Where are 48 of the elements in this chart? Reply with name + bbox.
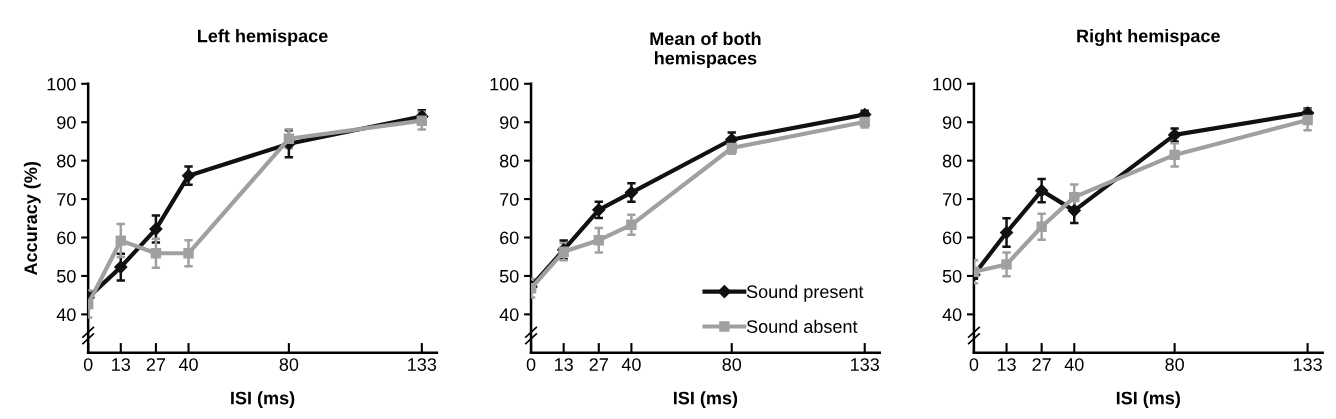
y-tick-label: 80: [499, 154, 519, 168]
y-tick-label: 50: [499, 269, 519, 283]
x-tick-label: 133: [408, 358, 437, 371]
x-tick-label: 133: [851, 358, 879, 371]
y-tick-label: 70: [942, 193, 962, 206]
y-tick-label: 40: [499, 308, 519, 322]
x-tick-label: 80: [1165, 358, 1184, 371]
y-tick-label: 90: [500, 116, 519, 129]
legend-label: Sound absent: [746, 319, 858, 333]
y-tick-label: 40: [56, 308, 76, 322]
y-tick-label: 70: [57, 193, 76, 206]
y-tick-label: 60: [942, 231, 962, 245]
y-tick-label: 100: [490, 77, 519, 91]
y-tick-label: 90: [57, 116, 76, 129]
x-tick-label: 40: [178, 358, 198, 371]
y-axis-title: Accuracy (%): [23, 161, 41, 276]
x-axis-title: ISI (ms): [1116, 391, 1180, 408]
y-tick-label: 60: [57, 231, 76, 245]
x-axis-title: ISI (ms): [674, 391, 738, 408]
x-tick-label: 0: [969, 358, 979, 371]
x-tick-label: 27: [146, 358, 166, 371]
y-tick-label: 50: [57, 269, 76, 283]
y-tick-label: 80: [57, 154, 76, 168]
x-tick-label: 40: [1064, 358, 1084, 371]
x-tick-label: 27: [589, 358, 608, 371]
y-tick-label: 100: [933, 77, 962, 91]
x-tick-label: 0: [526, 358, 536, 371]
x-tick-label: 40: [621, 358, 641, 371]
x-tick-label: 133: [1293, 358, 1322, 371]
y-tick-label: 80: [942, 154, 962, 168]
x-tick-label: 27: [1032, 358, 1051, 371]
x-tick-label: 13: [112, 358, 131, 371]
x-tick-label: 0: [83, 358, 93, 371]
chart-title: Right hemispace: [1077, 29, 1220, 46]
y-tick-label: 90: [942, 116, 962, 129]
x-tick-label: 13: [555, 358, 573, 371]
y-tick-label: 60: [500, 231, 519, 245]
y-tick-label: 50: [942, 269, 962, 283]
x-tick-label: 80: [279, 358, 299, 371]
x-tick-label: 80: [722, 358, 742, 371]
y-tick-label: 70: [500, 193, 519, 206]
chart-title: Left hemispace: [198, 29, 328, 46]
y-tick-label: 100: [47, 77, 76, 91]
x-tick-label: 13: [997, 358, 1016, 371]
legend-label: Sound present: [746, 284, 864, 302]
chart-title: Mean of both hemispaces: [650, 31, 761, 69]
y-tick-label: 40: [942, 308, 962, 322]
x-axis-title: ISI (ms): [231, 391, 295, 408]
